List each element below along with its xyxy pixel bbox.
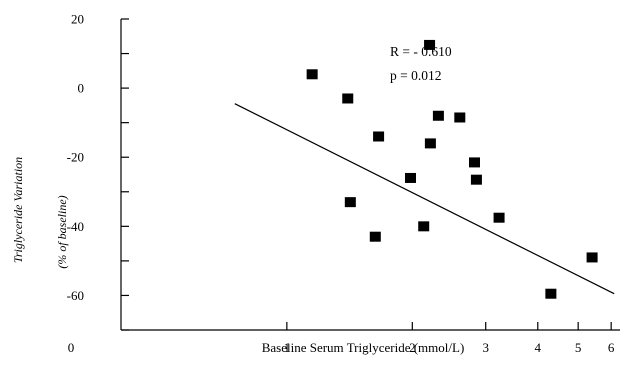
y-axis-title-line2: (% of baseline): [55, 195, 69, 268]
x-tick-label-3: 3: [482, 340, 489, 355]
y-tick-label--20: -20: [67, 150, 84, 165]
data-point-16: [586, 252, 598, 263]
x-tick-label-6: 6: [608, 340, 615, 355]
data-point-4: [369, 231, 381, 242]
y-tick-label-0: 0: [78, 81, 85, 96]
data-point-14: [493, 212, 505, 223]
data-point-2: [342, 93, 354, 104]
data-point-15: [545, 288, 557, 299]
data-point-11: [454, 112, 466, 123]
annotation-r-value: R = - 0.610: [390, 44, 452, 59]
x-tick-label-2: 2: [409, 340, 416, 355]
data-point-12: [469, 157, 481, 168]
axis-ticks: [121, 18, 612, 331]
data-point-7: [418, 221, 430, 232]
x-origin-label: 0: [68, 340, 75, 355]
data-point-1: [306, 69, 318, 80]
y-tick-label--60: -60: [67, 288, 84, 303]
data-point-5: [373, 131, 385, 142]
y-axis-title-line1: Triglyceride Variation: [11, 157, 25, 263]
axis-tick-labels: 0 1 2 3 4 5 6 20 0 -20 -40 -60: [67, 12, 615, 356]
data-point-8: [424, 39, 436, 50]
data-point-3: [344, 197, 356, 208]
data-point-9: [424, 138, 436, 149]
y-tick-label-20: 20: [71, 12, 84, 27]
data-point-13: [470, 174, 482, 185]
data-point-10: [432, 110, 444, 121]
regression-line: [234, 103, 615, 295]
data-point-6: [404, 172, 416, 183]
y-tick-label--40: -40: [67, 219, 84, 234]
x-tick-label-4: 4: [535, 340, 542, 355]
x-tick-label-1: 1: [284, 340, 291, 355]
x-tick-label-5: 5: [575, 340, 582, 355]
annotation-p-value: p = 0.012: [390, 68, 442, 83]
data-points: [306, 39, 598, 299]
x-axis-title: Baseline Serum Triglyceride (mmol/L): [262, 340, 465, 355]
